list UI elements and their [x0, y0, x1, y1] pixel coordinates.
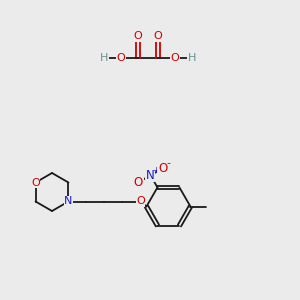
Text: O: O [134, 176, 143, 189]
Text: H: H [100, 53, 108, 63]
Text: O: O [31, 178, 40, 188]
Text: N: N [146, 169, 155, 182]
Text: O: O [171, 53, 179, 63]
Text: O: O [154, 31, 162, 41]
Text: O: O [117, 53, 125, 63]
Text: N: N [64, 196, 73, 206]
Text: O: O [158, 162, 167, 175]
Text: +: + [152, 166, 159, 175]
Text: O: O [136, 196, 145, 206]
Text: H: H [188, 53, 196, 63]
Text: O: O [134, 31, 142, 41]
Text: -: - [167, 158, 171, 168]
